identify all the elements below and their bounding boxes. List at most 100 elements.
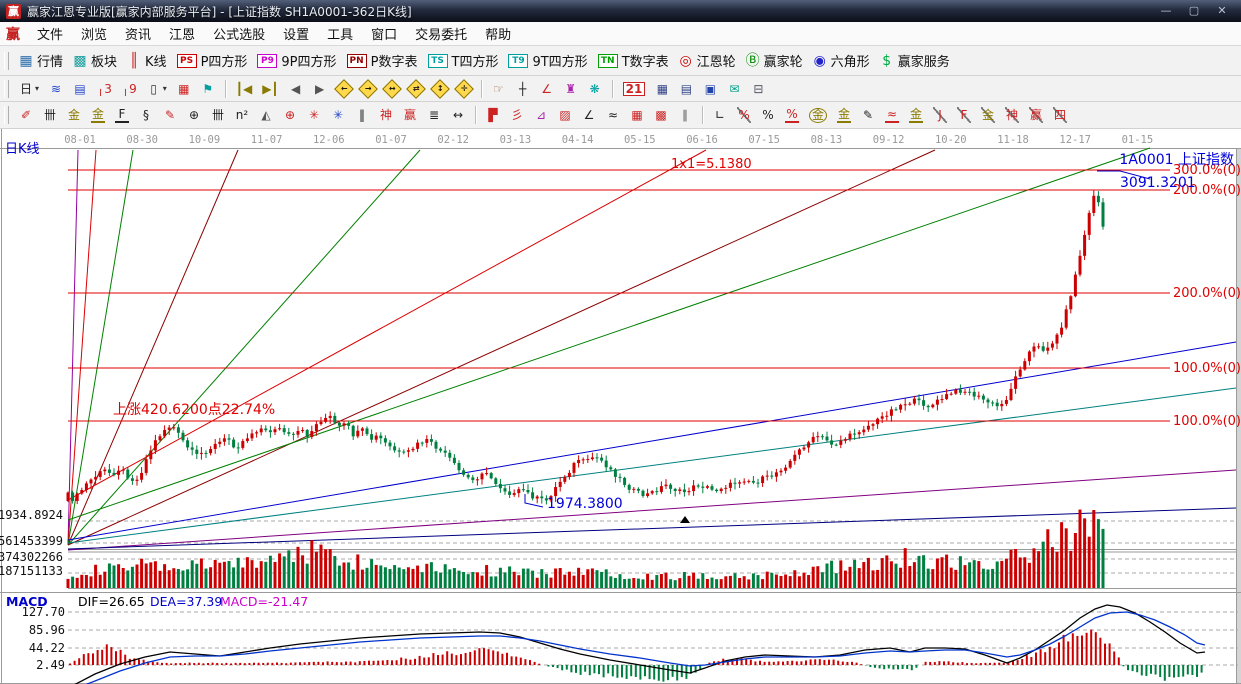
f-comb-button[interactable]: F [110,107,134,124]
slashes-button[interactable]: ∥ [673,106,697,124]
grid-red-button[interactable]: ▦ [625,106,649,124]
draw-pen-button[interactable]: ✐ [14,106,38,124]
web-grid-button[interactable]: ✳ [326,106,350,124]
close-button[interactable]: ✕ [1209,3,1235,19]
notes-button[interactable]: ▤ [674,80,698,98]
shift-left-button[interactable]: ← [334,79,354,99]
kline-button[interactable]: ║K线 [122,50,172,71]
zigzag-pattern-button[interactable]: ≋ [44,80,68,98]
gold-comb2-button[interactable]: 金 [86,107,110,124]
shen-angle-button[interactable]: 神 [1000,106,1024,124]
first-bar-button[interactable]: ┃◀ [231,80,257,98]
color-flag-button[interactable]: ⚑ [196,80,220,98]
f-angle-button[interactable]: F [952,106,976,124]
shift-right-button[interactable]: → [358,79,378,99]
width-button[interactable]: ↔ [446,106,470,124]
menu-item-5[interactable]: 设置 [274,22,318,45]
zoom-out-h-button[interactable]: ↔ [382,79,402,99]
menu-item-2[interactable]: 资讯 [116,22,160,45]
wave-button[interactable]: ≈ [601,106,625,124]
gann-shape-tool-button[interactable]: ♜ [559,80,583,98]
mail-button[interactable]: ✉ [722,80,746,98]
pen-ruler-button[interactable]: ✎ [856,106,880,124]
fan-box-button[interactable]: ⊿ [529,106,553,124]
circle-cross-button[interactable]: ⊕ [182,106,206,124]
angle-lines-button[interactable]: ∠ [577,106,601,124]
gann-wheel-button[interactable]: ◎江恩轮 [674,50,741,71]
scale-chart-button[interactable]: ∟ [708,106,732,124]
prism-button[interactable]: ◭ [254,106,278,124]
crosshair-tool-button[interactable]: ┼ [511,80,535,98]
t-number-button[interactable]: TNT数字表 [593,50,674,71]
last-bar-button[interactable]: ▶┃ [257,80,283,98]
gold-circle-button[interactable]: 金 [804,107,832,124]
pen2-button[interactable]: ✎ [158,106,182,124]
winner-service-button[interactable]: $赢家服务 [875,50,955,71]
shen-grid-button[interactable]: 神 [374,106,398,124]
winner-wheel-button[interactable]: Ⓑ赢家轮 [741,50,808,71]
prev-bar-button[interactable]: ◀ [284,80,308,98]
target-button[interactable]: ⊕ [278,106,302,124]
web-button[interactable]: ✳ [302,106,326,124]
gold-comb-button[interactable]: 金 [62,106,86,124]
toolbar-grip[interactable] [4,80,9,98]
spiral-button[interactable]: § [134,106,158,124]
quotes-button[interactable]: ▦行情 [14,50,68,71]
fan-button[interactable]: 彡 [505,106,529,124]
menu-item-7[interactable]: 窗口 [362,22,406,45]
j-angle-button[interactable]: J [928,106,952,124]
minimize-button[interactable]: — [1153,3,1179,19]
pattern-teal-button[interactable]: ❋ [583,80,607,98]
menu-item-6[interactable]: 工具 [318,22,362,45]
info-doc-button[interactable]: ▤ [68,80,92,98]
print-button[interactable]: ⊟ [746,80,770,98]
next-bar-button[interactable]: ▶ [308,80,332,98]
zoom-v-button[interactable]: ↕ [430,79,450,99]
angle-tool-button[interactable]: ∠ [535,80,559,98]
toolbar-grip[interactable] [4,52,9,70]
percent-diag-button[interactable]: % [732,106,756,124]
chart-canvas[interactable]: 08-0108-3010-0911-0712-0601-0702-1203-13… [0,129,1241,684]
bars-3-button[interactable]: ╷3 [92,80,117,98]
comb2-button[interactable]: 卌 [206,106,230,124]
hand-tool-button[interactable]: ☞ [487,80,511,98]
pattern-grid-button[interactable]: ▦ [172,80,196,98]
menu-item-8[interactable]: 交易委托 [406,22,476,45]
web-box-button[interactable]: ▨ [553,106,577,124]
si-angle-button[interactable]: 四 [1048,106,1072,124]
zoom-all-button[interactable]: ✛ [454,79,474,99]
p-number-button[interactable]: PNP数字表 [342,50,423,71]
box-tool-button[interactable]: ▛ [481,106,505,124]
bars-9-button[interactable]: ╷9 [117,80,142,98]
menu-item-9[interactable]: 帮助 [476,22,520,45]
gold-angle-button[interactable]: 金 [976,106,1000,124]
ruler-123-button[interactable]: ≣ [422,106,446,124]
pause-lines-button[interactable]: ‖ [350,106,374,124]
t-square-button[interactable]: TST四方形 [423,50,504,71]
save-button[interactable]: ▣ [698,80,722,98]
wave-line-button[interactable]: ≈ [880,107,904,124]
hexagon-button[interactable]: ◉六角形 [808,50,875,71]
menu-item-3[interactable]: 江恩 [160,22,204,45]
ying-angle-button[interactable]: 赢 [1024,106,1048,124]
p-square-button[interactable]: PSP四方形 [172,50,253,71]
period-day-selector[interactable]: 日▾ [14,80,44,98]
menu-item-1[interactable]: 浏览 [72,22,116,45]
n-squared-button[interactable]: n² [230,106,254,124]
calendar-button[interactable]: 21 [618,81,651,97]
percent-line-button[interactable]: % [780,107,804,124]
comb-lines-button[interactable]: 卌 [38,106,62,124]
percent-button[interactable]: % [756,106,780,124]
9p-square-button[interactable]: P99P四方形 [252,50,341,71]
zoom-in-h-button[interactable]: ⇄ [406,79,426,99]
ying-grid-button[interactable]: 赢 [398,106,422,124]
gold-under-button[interactable]: 金 [904,107,928,124]
gold-line-button[interactable]: 金 [832,107,856,124]
menu-item-0[interactable]: 文件 [28,22,72,45]
calculator-button[interactable]: ▦ [650,80,674,98]
candle-style-selector[interactable]: ▯▾ [142,80,172,98]
sectors-button[interactable]: ▩板块 [68,50,122,71]
9t-square-button[interactable]: T99T四方形 [503,50,592,71]
maximize-button[interactable]: ▢ [1181,3,1207,19]
grid-red2-button[interactable]: ▩ [649,106,673,124]
